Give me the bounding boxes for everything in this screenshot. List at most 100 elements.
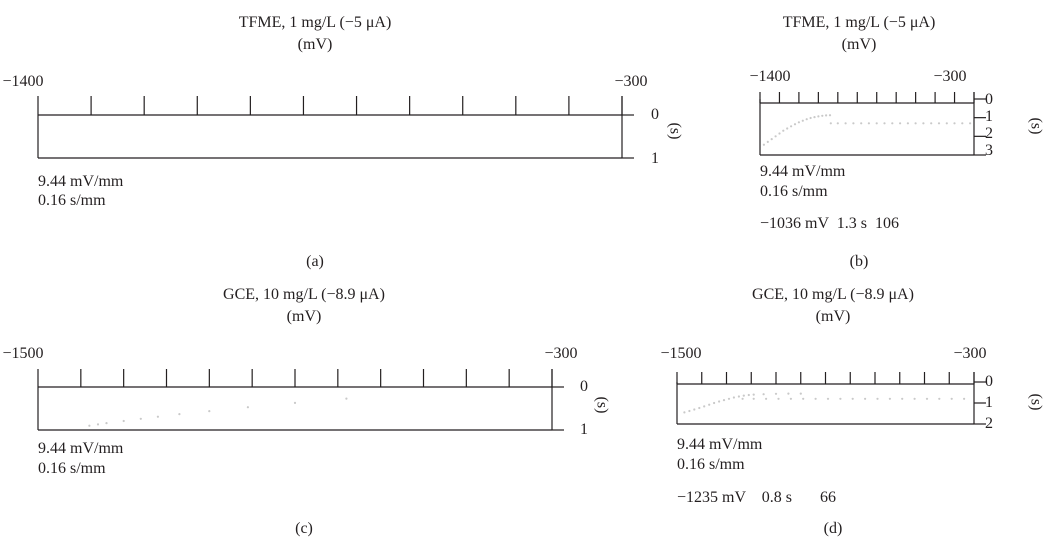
data-point: [805, 118, 808, 121]
data-point: [901, 397, 904, 400]
data-point: [875, 122, 878, 125]
data-point: [802, 397, 805, 400]
data-point: [774, 392, 778, 395]
data-point: [914, 122, 917, 125]
data-point: [839, 397, 842, 400]
data-point: [836, 122, 839, 125]
scale-note-mv: 9.44 mV/mm: [677, 436, 763, 453]
data-point: [718, 400, 721, 403]
x-axis-label: (mV): [297, 36, 333, 53]
data-point: [799, 392, 802, 395]
data-point: [722, 399, 726, 402]
data-point: [938, 397, 941, 400]
scale-note-mv: 9.44 mV/mm: [38, 173, 124, 190]
data-point: [789, 397, 793, 400]
chart-title: GCE, 10 mg/L (−8.9 μA): [752, 286, 914, 303]
data-point: [766, 140, 769, 143]
data-point: [961, 122, 964, 125]
data-point: [913, 397, 916, 400]
data-point: [809, 116, 812, 120]
data-point: [814, 397, 817, 400]
x-range-min-label: −1400: [2, 73, 44, 90]
chart-title: TFME, 1 mg/L (−5 μA): [782, 14, 936, 31]
data-point: [864, 397, 867, 400]
data-point: [762, 143, 766, 146]
data-point: [963, 397, 966, 400]
y-tick-label-1: 1: [651, 150, 659, 167]
data-point: [708, 403, 711, 406]
data-point: [777, 397, 780, 400]
data-point: [293, 401, 297, 404]
data-point: [774, 135, 777, 138]
data-point: [345, 397, 348, 400]
data-point: [793, 123, 797, 126]
chart-panel-b: TFME, 1 mg/L (−5 μA) (mV) −1400 −300 0 1…: [0, 0, 1060, 270]
data-point: [888, 397, 892, 400]
data-point: [742, 394, 745, 397]
y-tick-label-2: 2: [985, 125, 993, 142]
data-point: [732, 396, 736, 399]
y-tick-label-0: 0: [985, 373, 993, 390]
data-point: [925, 397, 929, 400]
data-point: [713, 401, 716, 405]
plot-area: [676, 372, 986, 425]
panel-label: (a): [306, 253, 324, 270]
panel-label: (c): [295, 520, 313, 537]
data-point: [930, 122, 933, 125]
plot-area: [37, 369, 564, 431]
x-range-min-label: −1500: [660, 345, 702, 362]
y-tick-label-0: 0: [985, 91, 993, 108]
y-tick-label-1: 1: [580, 421, 588, 438]
data-point: [688, 409, 691, 413]
data-point: [122, 419, 125, 423]
chart-panel-c: GCE, 10 mg/L (−8.9 μA) (mV) −1500 −300 0…: [2, 287, 610, 537]
data-point: [752, 397, 755, 400]
data-point: [821, 114, 824, 117]
data-point: [762, 393, 765, 396]
y-tick-label-2: 2: [985, 415, 993, 432]
cursor-readout: −1235 mV 0.8 s 66: [677, 489, 836, 506]
data-point: [96, 423, 100, 426]
scale-note-s: 0.16 s/mm: [677, 456, 745, 473]
x-axis-label: (mV): [286, 308, 322, 325]
data-point: [906, 122, 910, 125]
data-point: [698, 406, 701, 410]
x-range-max-label: −300: [933, 68, 967, 85]
data-point: [747, 393, 750, 397]
data-point: [88, 424, 91, 427]
x-range-min-label: −1500: [2, 345, 44, 362]
x-axis-label: (mV): [815, 308, 851, 325]
data-point: [727, 397, 731, 400]
panel-label: (d): [823, 520, 843, 537]
data-point: [950, 397, 953, 400]
data-point: [770, 138, 773, 141]
data-point: [778, 132, 781, 135]
data-point: [801, 119, 804, 122]
data-point: [867, 122, 871, 125]
chart-panel-a: TFME, 1 mg/L (−5 μA) (mV) −1400 −300 0 1…: [0, 0, 683, 270]
x-range-max-label: −300: [544, 345, 578, 362]
y-tick-label-1: 1: [985, 394, 993, 411]
data-point: [790, 125, 793, 128]
data-point: [817, 115, 820, 118]
data-point: [782, 129, 785, 132]
panel-label: (b): [849, 253, 869, 270]
data-point: [156, 415, 159, 418]
scale-note-s: 0.16 s/mm: [38, 192, 106, 209]
data-point: [105, 422, 108, 425]
x-range-max-label: −300: [953, 345, 987, 362]
data-point: [813, 116, 816, 119]
data-point: [945, 122, 948, 125]
y-tick-label-1: 1: [985, 108, 993, 125]
data-point: [860, 122, 863, 125]
scale-note-s: 0.16 s/mm: [760, 183, 828, 200]
data-point: [741, 397, 744, 400]
data-point: [683, 411, 686, 414]
scale-note-mv: 9.44 mV/mm: [760, 163, 846, 180]
data-point: [828, 114, 832, 117]
data-point: [246, 406, 249, 409]
cursor-readout: −1036 mV 1.3 s 106: [760, 215, 899, 232]
data-point: [953, 122, 956, 125]
plot-area: [37, 96, 634, 159]
